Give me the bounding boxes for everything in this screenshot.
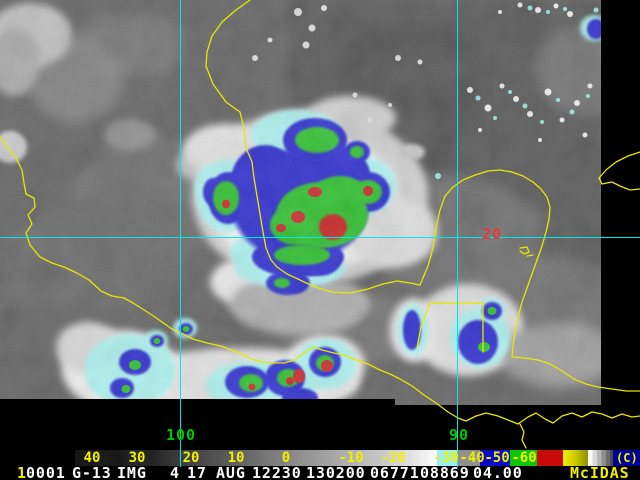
scale-tick-label: -40 bbox=[459, 450, 485, 466]
longitude-gridline-100w bbox=[180, 0, 181, 467]
image-type: IMG bbox=[117, 464, 147, 480]
band-number: 4 bbox=[170, 464, 180, 480]
scale-tick-label: -10 bbox=[338, 450, 364, 466]
line-coordinate: 06771 bbox=[370, 464, 420, 480]
longitude-gridline-90w bbox=[457, 0, 458, 467]
scale-tick-label: 30 bbox=[128, 450, 146, 466]
satellite-image bbox=[0, 0, 640, 450]
latitude-gridline-20n bbox=[0, 237, 640, 238]
scale-tick-label: 40 bbox=[83, 450, 101, 466]
image-time: 130200 bbox=[306, 464, 366, 480]
satellite-name: G-13 bbox=[72, 464, 112, 480]
gulf-coastline bbox=[205, 0, 421, 294]
mcidas-brand-label: McIDAS bbox=[570, 464, 630, 480]
cuba-coastline bbox=[598, 151, 640, 191]
image-mottle-texture bbox=[0, 0, 601, 405]
latitude-label-20: 20 bbox=[482, 225, 503, 243]
longitude-label-90: 90 bbox=[448, 426, 470, 444]
yucatan-coastline bbox=[419, 169, 551, 358]
scale-warm-gradient bbox=[75, 450, 437, 466]
date-month: AUG bbox=[216, 464, 246, 480]
scale-tick-label: 20 bbox=[182, 450, 200, 466]
longitude-label-100: 100 bbox=[165, 426, 197, 444]
resolution-value: 04.00 bbox=[473, 464, 523, 480]
scale-gray-segment bbox=[457, 450, 480, 466]
scale-tick-label: -50 bbox=[484, 450, 510, 466]
date-day: 17 bbox=[187, 464, 207, 480]
scale-green-segment bbox=[510, 450, 537, 466]
scale-yellow-segment bbox=[563, 450, 588, 466]
scale-navy-segment bbox=[613, 450, 640, 466]
scale-tick-label: 0 bbox=[281, 450, 291, 466]
central-america-coast bbox=[519, 423, 527, 449]
pacific-coastline bbox=[0, 136, 640, 425]
scale-red-segment bbox=[537, 450, 563, 466]
island-outline bbox=[526, 254, 534, 257]
border-line bbox=[416, 302, 431, 349]
scale-tick-label: -60 bbox=[511, 450, 537, 466]
temperature-color-scale bbox=[0, 450, 640, 466]
frame-number: 1 bbox=[17, 464, 27, 480]
scale-blue-segment bbox=[480, 450, 510, 466]
coastline-overlay bbox=[0, 0, 640, 449]
element-coordinate: 08869 bbox=[420, 464, 470, 480]
island-outline bbox=[519, 246, 530, 255]
scale-tick-label: 10 bbox=[227, 450, 245, 466]
scale-tick-label: -20 bbox=[380, 450, 406, 466]
scale-tick-label: -30 bbox=[433, 450, 459, 466]
image-id: 0001 bbox=[26, 464, 66, 480]
copyright-label: (C) bbox=[616, 451, 638, 465]
julian-date: 12230 bbox=[252, 464, 302, 480]
no-data-regions bbox=[0, 0, 640, 450]
honduras-coastline bbox=[512, 356, 640, 392]
scale-cyan-segment bbox=[437, 450, 457, 466]
scale-step-gradient bbox=[588, 450, 613, 466]
status-line: 1 0001 G-13 IMG 4 17 AUG 12230 130200 06… bbox=[0, 465, 640, 480]
